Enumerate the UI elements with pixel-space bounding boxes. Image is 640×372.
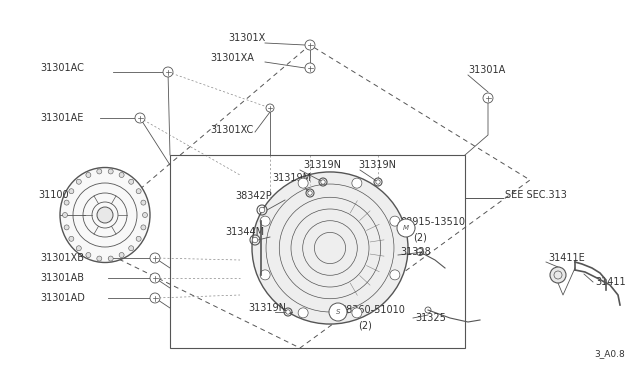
Text: 31328: 31328 — [400, 247, 431, 257]
Circle shape — [321, 180, 325, 184]
Text: 31301XB: 31301XB — [40, 253, 84, 263]
Circle shape — [64, 200, 69, 205]
Text: 31301AB: 31301AB — [40, 273, 84, 283]
Circle shape — [86, 173, 91, 177]
Circle shape — [352, 308, 362, 318]
Circle shape — [64, 225, 69, 230]
Text: 31301AC: 31301AC — [40, 63, 84, 73]
Text: 31301XC: 31301XC — [210, 125, 253, 135]
Text: 31319M: 31319M — [272, 173, 311, 183]
Circle shape — [298, 178, 308, 188]
Text: (2): (2) — [413, 233, 427, 243]
Circle shape — [76, 246, 81, 251]
Circle shape — [119, 173, 124, 177]
Circle shape — [69, 236, 74, 241]
Text: SEE SEC.313: SEE SEC.313 — [505, 190, 567, 200]
Circle shape — [69, 189, 74, 194]
Text: 08360-51010: 08360-51010 — [340, 305, 405, 315]
Circle shape — [136, 189, 141, 194]
Circle shape — [352, 178, 362, 188]
Circle shape — [163, 67, 173, 77]
Circle shape — [97, 256, 102, 261]
Circle shape — [108, 169, 113, 174]
Circle shape — [390, 270, 400, 280]
Text: 31319N: 31319N — [358, 160, 396, 170]
Circle shape — [305, 40, 315, 50]
Circle shape — [252, 237, 258, 243]
Text: 31325: 31325 — [415, 313, 446, 323]
Bar — [170, 155, 465, 348]
Circle shape — [376, 180, 380, 184]
Circle shape — [129, 246, 134, 251]
Ellipse shape — [252, 172, 408, 324]
Text: 31301AD: 31301AD — [40, 293, 85, 303]
Circle shape — [286, 310, 290, 314]
Circle shape — [136, 236, 141, 241]
Circle shape — [108, 256, 113, 261]
Circle shape — [390, 216, 400, 226]
Circle shape — [308, 191, 312, 195]
Text: 31411E: 31411E — [548, 253, 585, 263]
Circle shape — [86, 253, 91, 257]
Circle shape — [141, 225, 146, 230]
Circle shape — [150, 273, 160, 283]
Circle shape — [97, 207, 113, 223]
Text: M: M — [403, 225, 409, 231]
Text: 31301XA: 31301XA — [210, 53, 254, 63]
Circle shape — [483, 93, 493, 103]
Text: 31100: 31100 — [38, 190, 68, 200]
Text: 31411: 31411 — [595, 277, 626, 287]
Ellipse shape — [60, 167, 150, 263]
Text: 38342P: 38342P — [235, 191, 272, 201]
Text: 31344M: 31344M — [225, 227, 264, 237]
Circle shape — [129, 179, 134, 184]
Text: 31301X: 31301X — [228, 33, 265, 43]
Circle shape — [266, 104, 274, 112]
Circle shape — [260, 216, 270, 226]
Circle shape — [329, 303, 347, 321]
Circle shape — [76, 179, 81, 184]
Circle shape — [260, 270, 270, 280]
Circle shape — [150, 293, 160, 303]
Circle shape — [135, 113, 145, 123]
Text: 3_A0.8: 3_A0.8 — [595, 349, 625, 358]
Circle shape — [305, 63, 315, 73]
Text: 31319N: 31319N — [303, 160, 341, 170]
Text: 08915-13510: 08915-13510 — [400, 217, 465, 227]
Circle shape — [550, 267, 566, 283]
Circle shape — [397, 219, 415, 237]
Circle shape — [259, 207, 265, 213]
Circle shape — [119, 253, 124, 257]
Text: (2): (2) — [358, 320, 372, 330]
Circle shape — [298, 308, 308, 318]
Text: 31301A: 31301A — [468, 65, 505, 75]
Text: 31319N: 31319N — [248, 303, 286, 313]
Circle shape — [97, 169, 102, 174]
Circle shape — [143, 212, 147, 218]
Text: S: S — [336, 309, 340, 315]
Circle shape — [150, 253, 160, 263]
Text: 31301AE: 31301AE — [40, 113, 83, 123]
Circle shape — [63, 212, 67, 218]
Circle shape — [141, 200, 146, 205]
